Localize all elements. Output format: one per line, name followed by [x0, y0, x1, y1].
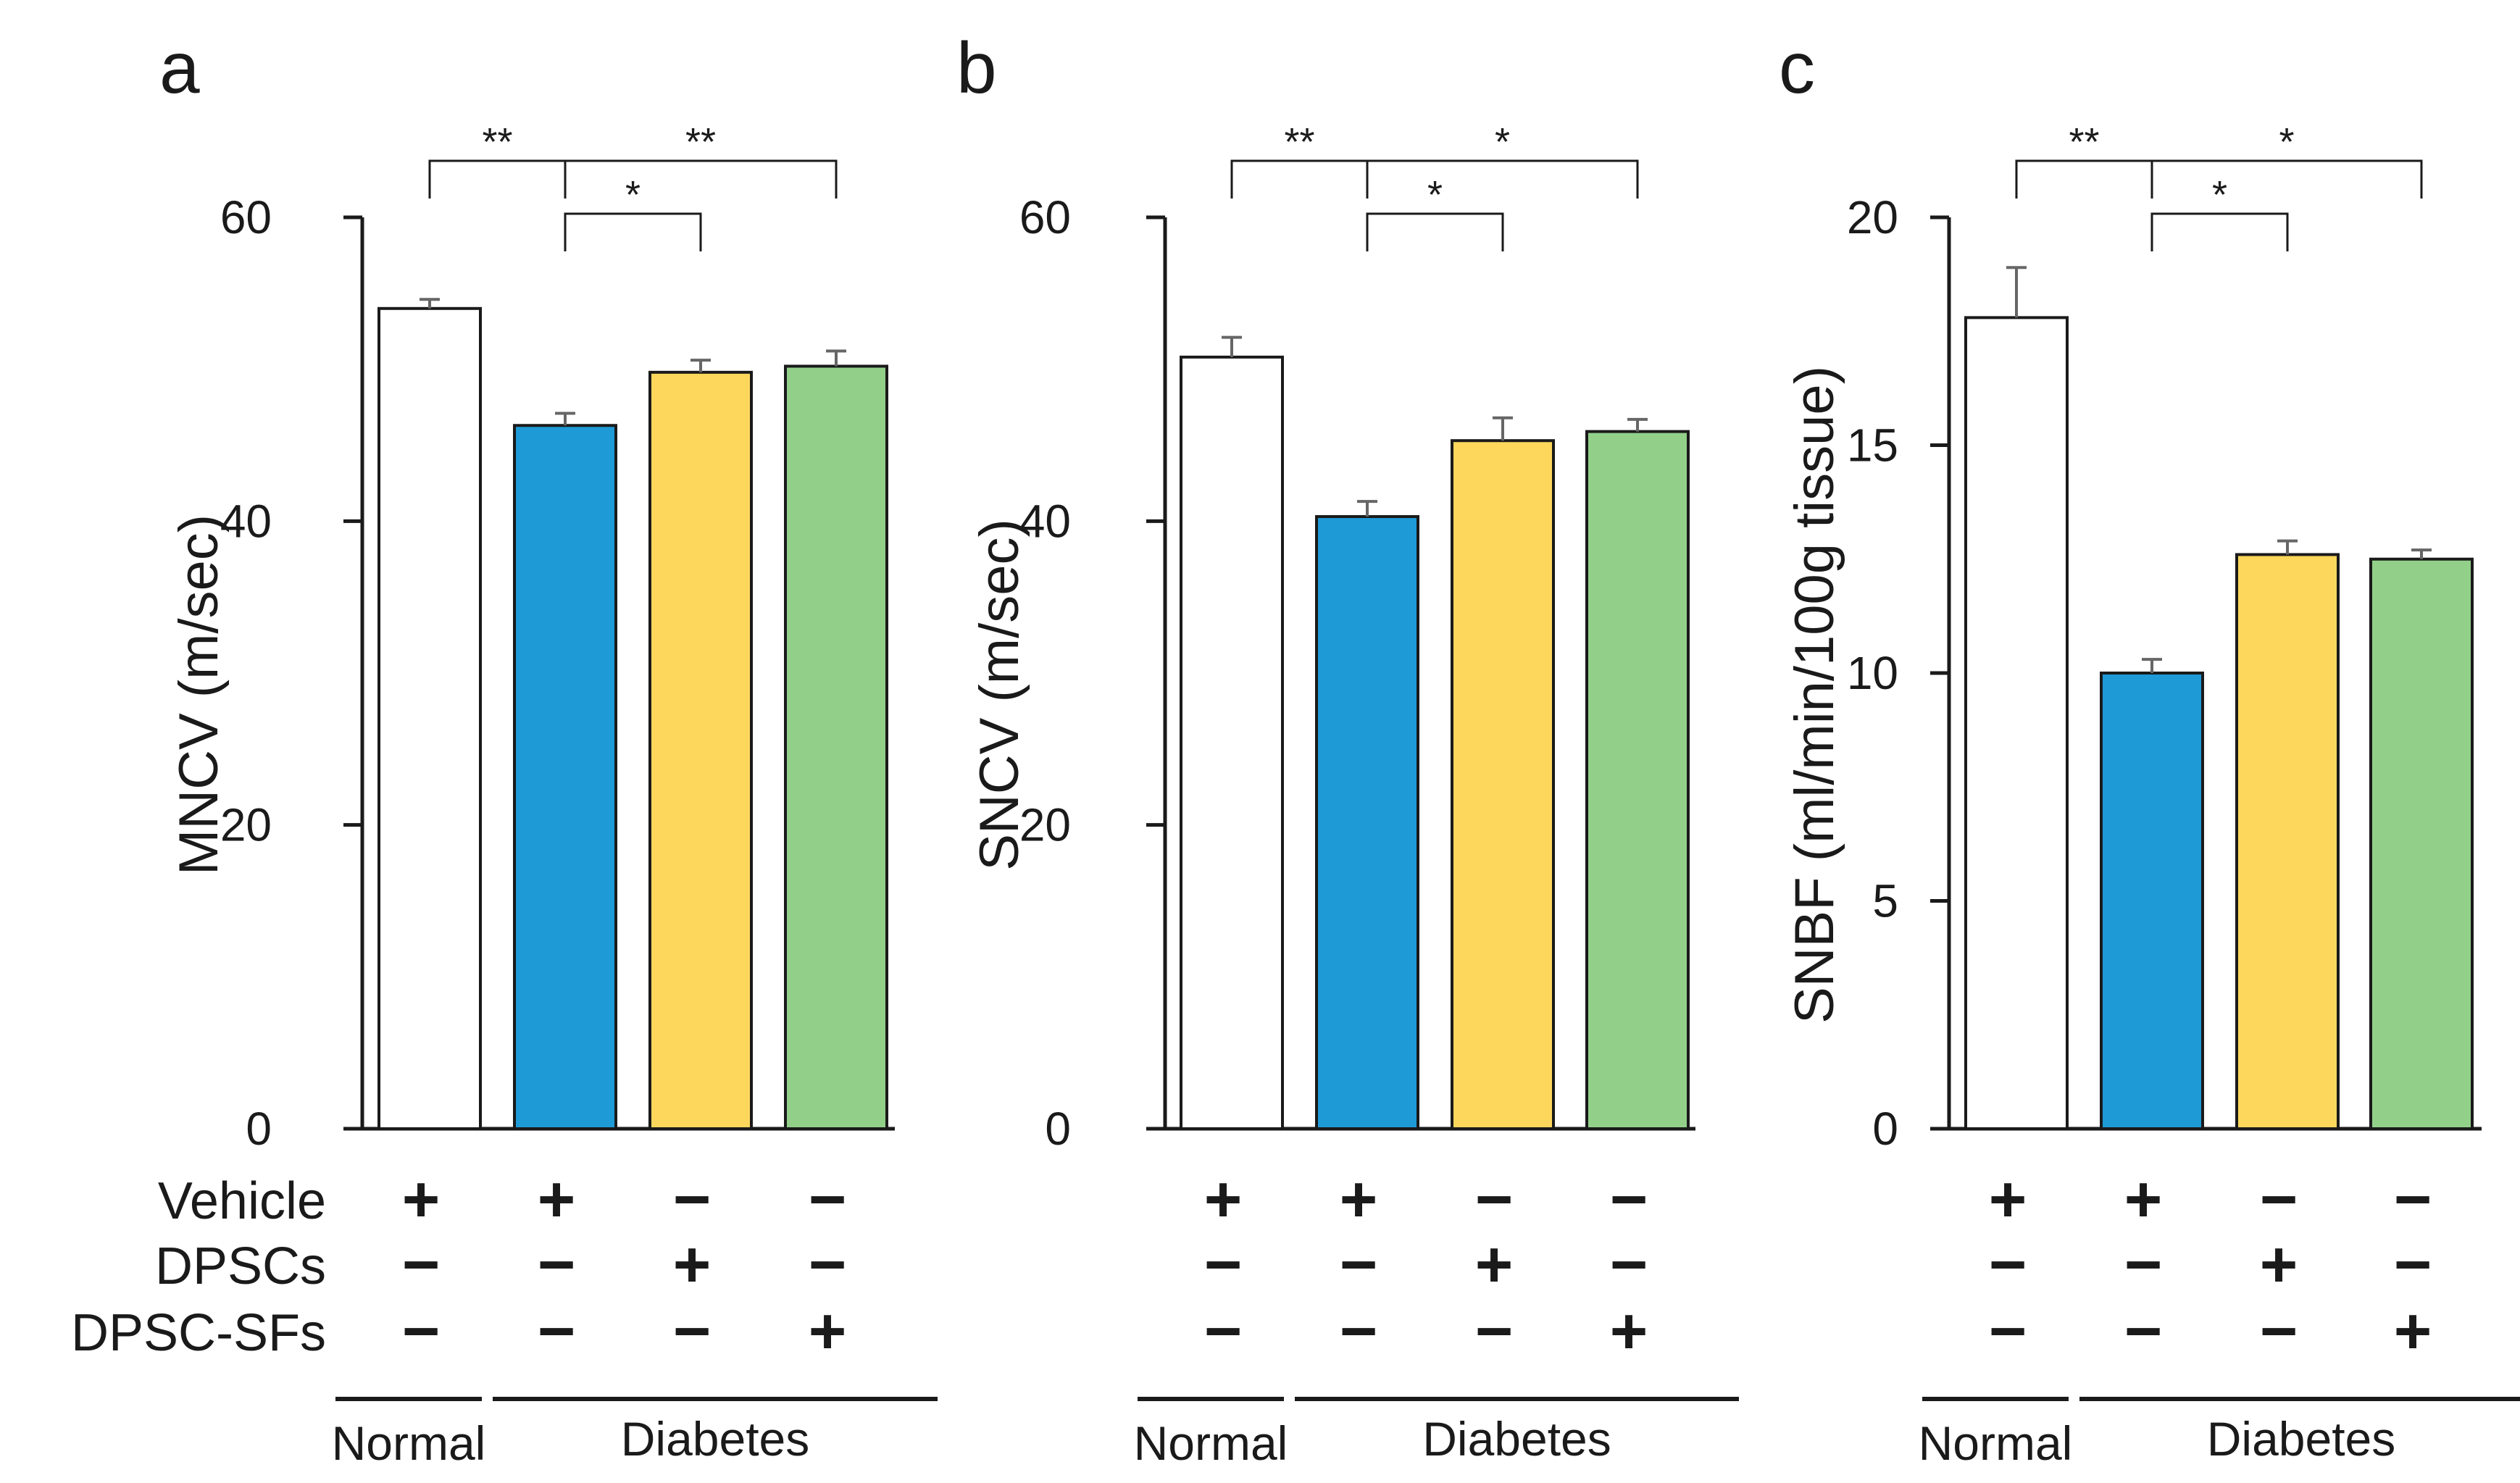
plus-sign: +	[538, 1164, 576, 1236]
group-label-diabetes: Diabetes	[1422, 1412, 1611, 1466]
y-tick-label: 40	[1019, 495, 1071, 547]
minus-sign: −	[538, 1229, 576, 1301]
bar	[784, 364, 888, 1130]
significance-bracket	[428, 159, 567, 199]
bar	[513, 424, 617, 1130]
significance-bracket	[2150, 212, 2289, 251]
plus-sign: +	[2260, 1229, 2298, 1301]
significance-bracket	[1366, 212, 1504, 251]
bar	[2100, 672, 2204, 1130]
significance-label: *	[2279, 120, 2294, 164]
minus-sign: −	[2124, 1229, 2163, 1301]
y-tick-label: 20	[1019, 799, 1071, 851]
treatment-row-label: Vehicle	[158, 1172, 326, 1230]
plus-sign: +	[1989, 1164, 2027, 1236]
plus-sign: +	[1610, 1295, 1648, 1368]
plus-sign: +	[673, 1229, 712, 1301]
minus-sign: −	[1610, 1164, 1648, 1236]
minus-sign: −	[1204, 1229, 1243, 1301]
plus-sign: +	[2124, 1164, 2163, 1236]
minus-sign: −	[809, 1229, 847, 1301]
minus-sign: −	[1989, 1295, 2027, 1368]
significance-label: **	[482, 120, 512, 164]
significance-label: *	[1427, 173, 1443, 217]
y-tick-label: 5	[1872, 875, 1898, 927]
y-tick-label: 0	[246, 1103, 272, 1155]
significance-bracket	[1230, 159, 1369, 199]
minus-sign: −	[673, 1295, 712, 1368]
y-tick-label: 40	[220, 495, 272, 547]
y-tick-label: 20	[220, 799, 272, 851]
minus-sign: −	[809, 1164, 847, 1236]
bar	[1315, 515, 1419, 1130]
y-tick-label: 15	[1847, 419, 1898, 472]
minus-sign: −	[1610, 1229, 1648, 1301]
y-axis-title: SNCV (m/sec)	[969, 519, 1030, 871]
bar	[1964, 316, 2069, 1130]
significance-bracket	[564, 212, 702, 251]
significance-bracket	[564, 159, 838, 199]
bar	[377, 306, 482, 1130]
minus-sign: −	[2260, 1164, 2298, 1236]
significance-label: **	[1284, 120, 1314, 164]
y-tick-label: 60	[1019, 191, 1071, 243]
minus-sign: −	[1475, 1295, 1514, 1368]
bar	[2369, 557, 2474, 1130]
bar	[1585, 430, 1690, 1130]
significance-label: *	[625, 173, 641, 217]
minus-sign: −	[1475, 1164, 1514, 1236]
y-tick-label: 0	[1045, 1103, 1071, 1155]
group-label-normal: Normal	[1134, 1416, 1288, 1470]
y-axis-title: MNCV (m/sec)	[168, 514, 230, 875]
significance-bracket	[2015, 159, 2153, 199]
minus-sign: −	[1340, 1295, 1378, 1368]
significance-bracket	[1366, 159, 1639, 199]
bar	[1451, 439, 1555, 1130]
minus-sign: −	[1204, 1295, 1243, 1368]
minus-sign: −	[538, 1295, 576, 1368]
plus-sign: +	[1204, 1164, 1243, 1236]
plus-sign: +	[809, 1295, 847, 1368]
panel-letter: b	[956, 28, 997, 109]
group-label-diabetes: Diabetes	[621, 1412, 810, 1466]
plus-sign: +	[2394, 1295, 2432, 1368]
minus-sign: −	[1340, 1229, 1378, 1301]
minus-sign: −	[673, 1164, 712, 1236]
y-tick-label: 0	[1872, 1103, 1898, 1155]
minus-sign: −	[402, 1295, 441, 1368]
bar	[648, 370, 753, 1130]
panel-letter: a	[159, 28, 200, 109]
plus-sign: +	[1340, 1164, 1378, 1236]
significance-label: **	[2069, 120, 2099, 164]
minus-sign: −	[2124, 1295, 2163, 1368]
significance-label: *	[2212, 173, 2227, 217]
significance-bracket	[2150, 159, 2423, 199]
significance-label: **	[685, 120, 716, 164]
group-label-normal: Normal	[332, 1416, 486, 1470]
y-tick-label: 10	[1847, 647, 1898, 699]
significance-label: *	[1495, 120, 1510, 164]
minus-sign: −	[1989, 1229, 2027, 1301]
minus-sign: −	[2394, 1229, 2432, 1301]
minus-sign: −	[2260, 1295, 2298, 1368]
bar	[1180, 355, 1284, 1131]
minus-sign: −	[402, 1229, 441, 1301]
y-tick-label: 60	[220, 191, 272, 243]
treatment-row-label: DPSC-SFs	[71, 1304, 326, 1362]
bar	[2235, 553, 2340, 1130]
plus-sign: +	[1475, 1229, 1514, 1301]
panel-letter: c	[1779, 28, 1815, 109]
y-tick-label: 20	[1847, 191, 1898, 243]
group-label-diabetes: Diabetes	[2207, 1412, 2396, 1466]
minus-sign: −	[2394, 1164, 2432, 1236]
plus-sign: +	[402, 1164, 441, 1236]
y-axis-title: SNBF (ml/min/100g tissue)	[1784, 366, 1845, 1024]
group-label-normal: Normal	[1919, 1416, 2073, 1470]
treatment-row-label: DPSCs	[155, 1237, 326, 1295]
